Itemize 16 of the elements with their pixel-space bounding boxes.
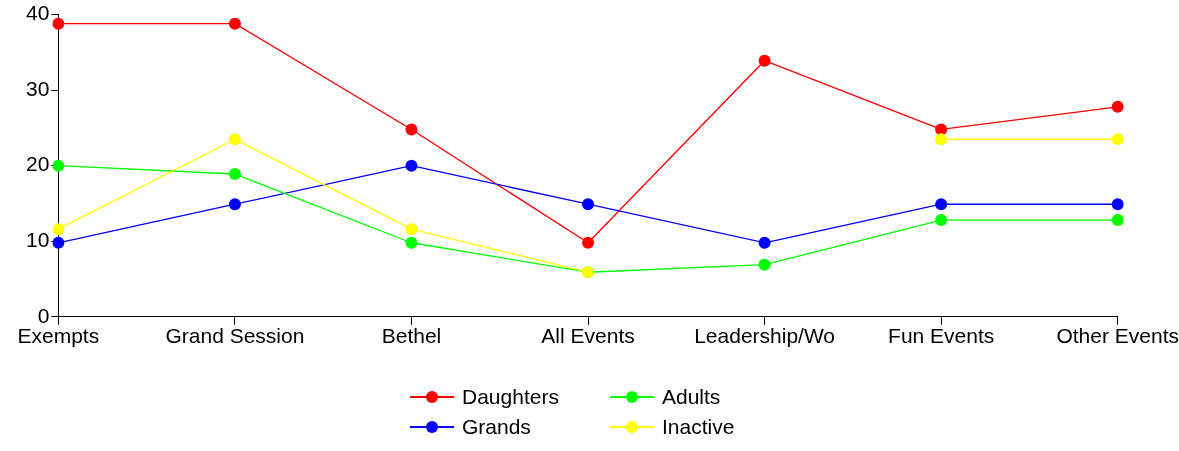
x-tick-label: Leadership/Wo <box>694 324 836 348</box>
x-tick-label: All Events <box>541 324 635 348</box>
legend-label: Inactive <box>662 415 735 439</box>
legend-label: Adults <box>662 385 721 409</box>
y-tick-label: 10 <box>26 228 50 252</box>
y-tick-label: 20 <box>26 152 50 176</box>
x-tick-label: Other Events <box>1056 324 1179 348</box>
y-tick-label: 30 <box>26 76 50 100</box>
y-tick-label: 40 <box>26 1 50 25</box>
x-tick-label: Bethel <box>381 324 442 348</box>
legend-label: Grands <box>462 415 531 439</box>
x-tick-label: Exempts <box>17 324 100 348</box>
x-tick-label: Fun Events <box>888 324 995 348</box>
legend-label: Daughters <box>462 385 559 409</box>
x-tick-label: Grand Session <box>165 324 305 348</box>
y-tick-label: 0 <box>37 303 50 327</box>
